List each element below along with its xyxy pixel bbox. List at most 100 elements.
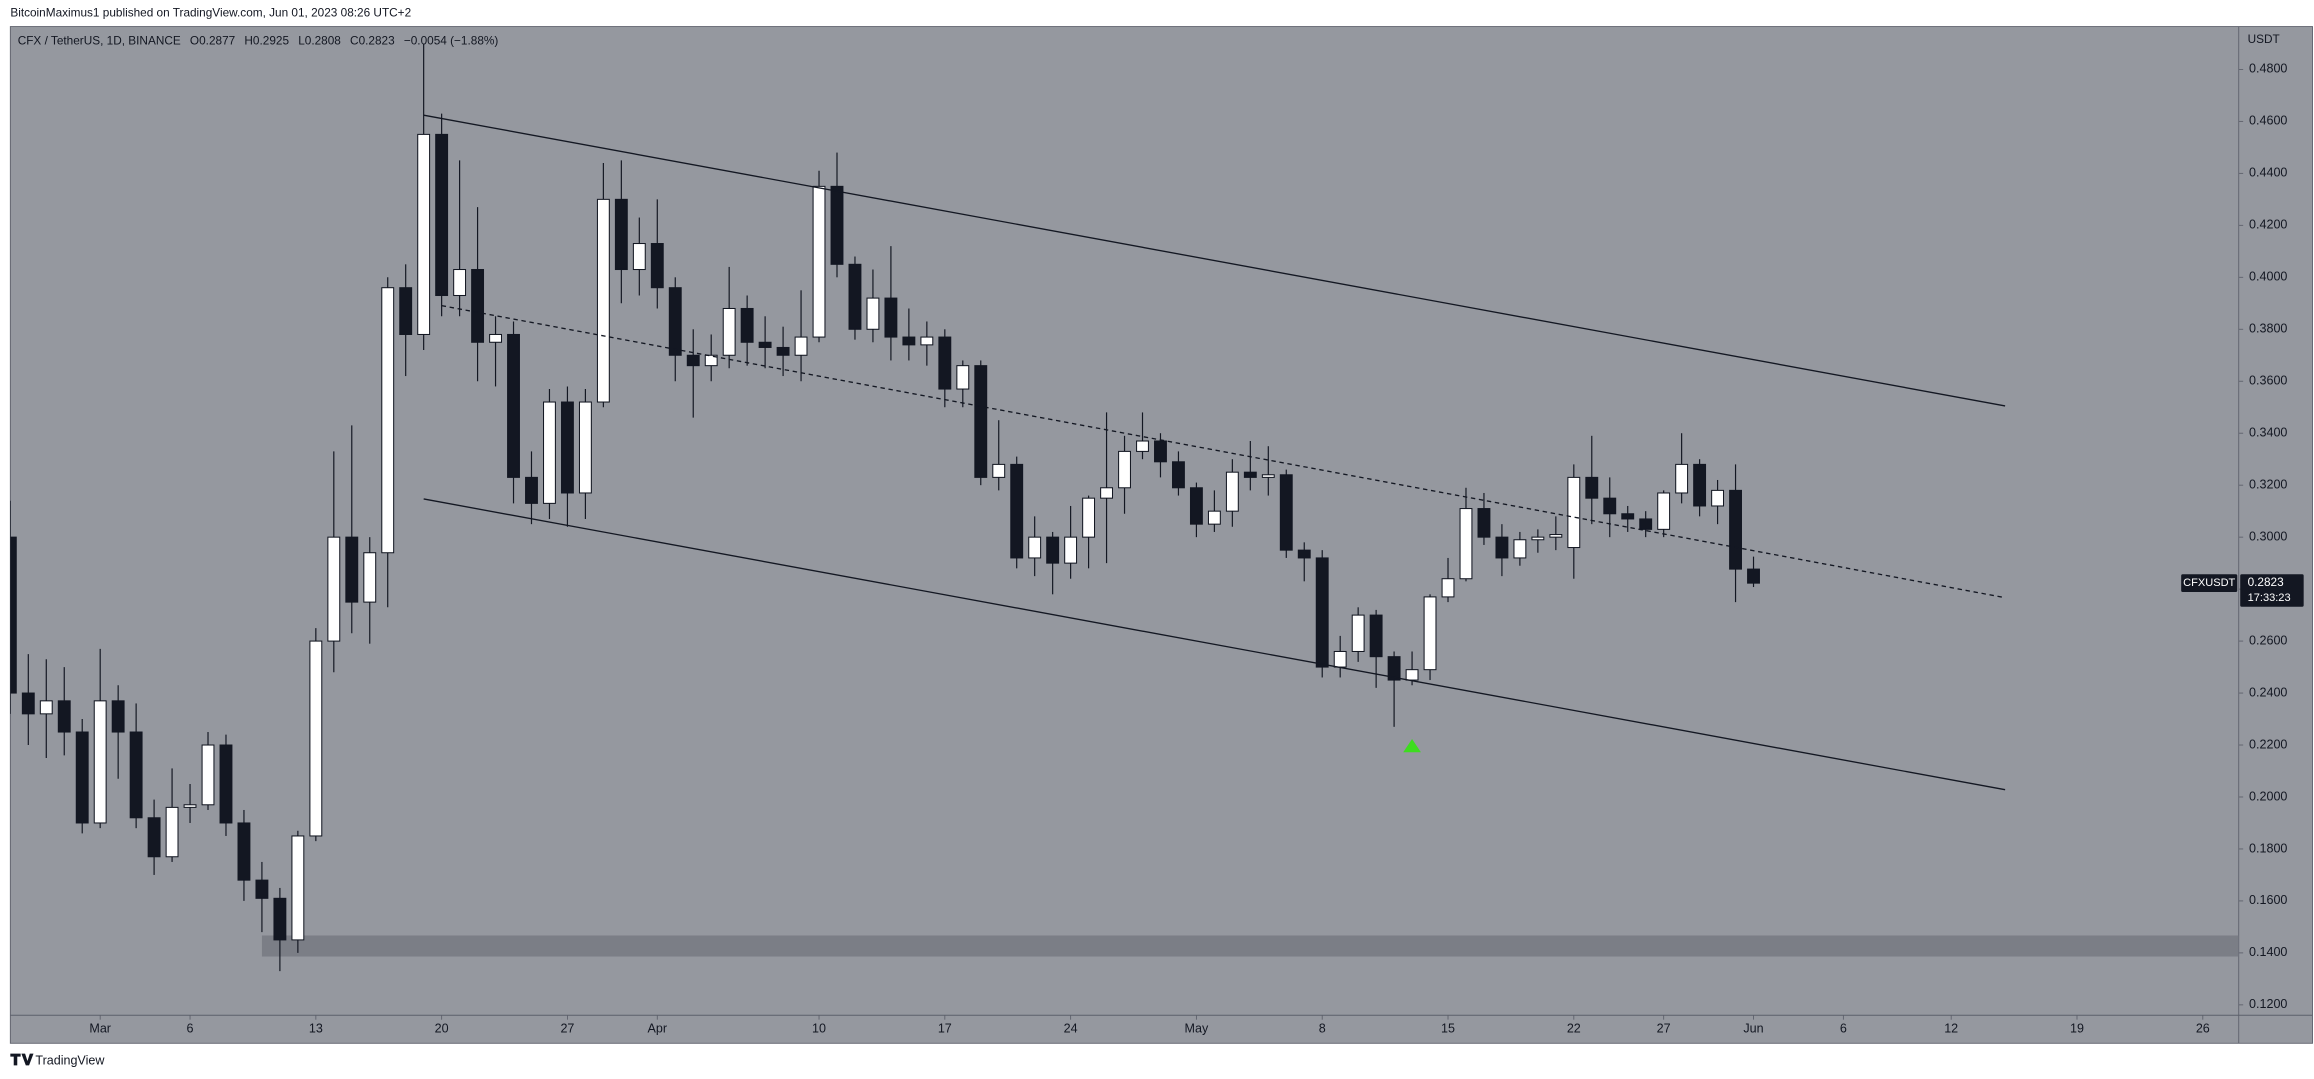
y-tick-label: 0.2600 (2249, 633, 2287, 647)
support-zone (261, 935, 2239, 957)
candle-body (345, 536, 359, 603)
candle-body (974, 365, 988, 478)
candle-body (1279, 474, 1293, 551)
trend-line (441, 304, 2006, 599)
candle-body (1567, 476, 1581, 549)
candle-body (812, 185, 826, 338)
candle-body (830, 185, 844, 265)
legend-header: CFX / TetherUS, 1D, BINANCE O0.2877 H0.2… (18, 33, 499, 47)
candle-body (453, 268, 467, 297)
x-tick-label: 26 (2196, 1022, 2210, 1036)
brand: TradingView (10, 1053, 105, 1067)
candle-body (93, 700, 107, 824)
x-tick-label: 10 (812, 1022, 826, 1036)
y-tick-label: 0.3400 (2249, 426, 2287, 440)
x-tick-label: 6 (187, 1022, 194, 1036)
symbol-title: CFX / TetherUS, 1D, BINANCE (18, 33, 181, 47)
candle-body (21, 692, 35, 715)
candle-body (327, 536, 341, 642)
y-tick-label: 0.1400 (2249, 945, 2287, 959)
x-tick-label: 24 (1064, 1022, 1078, 1036)
candle-body (1639, 518, 1653, 530)
candle-body (758, 341, 772, 348)
candle-body (1495, 536, 1509, 559)
candle-body (956, 365, 970, 390)
y-tick-label: 0.2400 (2249, 685, 2287, 699)
candle-body (1693, 463, 1707, 507)
candle-body (1136, 440, 1149, 452)
candle-body (507, 333, 520, 478)
candle-body (183, 804, 197, 808)
publisher-line: BitcoinMaximus1 published on TradingView… (10, 5, 411, 19)
x-tick-label: 17 (938, 1022, 952, 1036)
candle-body (740, 307, 754, 343)
x-tick-label: Mar (89, 1022, 111, 1036)
chart-panel (9, 26, 2313, 1044)
y-tick-label: 0.4800 (2249, 62, 2287, 76)
candle-body (1333, 650, 1347, 668)
price-badge (2240, 574, 2304, 607)
candle-body (1387, 656, 1401, 681)
x-tick-label: 22 (1567, 1022, 1581, 1036)
candle-body (381, 287, 395, 554)
y-tick-label: 0.4600 (2249, 114, 2287, 128)
candle-body (1585, 476, 1599, 499)
candle-body (1207, 510, 1221, 525)
y-tick-label: 0.1200 (2249, 997, 2287, 1011)
y-tick-label: 0.4200 (2249, 218, 2287, 232)
candle-body (866, 297, 880, 330)
high-value: 0.2925 (253, 33, 290, 47)
candle-body (1297, 549, 1311, 559)
candle-body (1010, 463, 1024, 559)
candle-body (1621, 513, 1635, 520)
currency-label: USDT (2248, 32, 2280, 46)
x-tick-label: 27 (560, 1022, 574, 1036)
candle-body (1441, 578, 1455, 598)
brand-logo (10, 1053, 34, 1066)
x-tick-label: 20 (435, 1022, 449, 1036)
candle-body (794, 336, 808, 356)
candle-body (1747, 568, 1760, 584)
x-tick-label: 13 (309, 1022, 323, 1036)
brand-name: TradingView (35, 1053, 105, 1067)
close-value: 0.2823 (359, 33, 396, 47)
candle-body (309, 640, 323, 837)
y-tick-label: 0.3800 (2249, 322, 2287, 336)
ohlc-label: L (298, 33, 305, 47)
candle-body (1064, 536, 1078, 564)
candle-body (920, 336, 934, 346)
y-tick-label: 0.4000 (2249, 270, 2287, 284)
countdown-label: 17:33:23 (2248, 592, 2291, 604)
candle-body (165, 806, 179, 858)
candle-body (938, 336, 952, 390)
x-tick-label: Apr (648, 1022, 668, 1036)
candle-body (1459, 508, 1473, 580)
candle-body (1513, 539, 1527, 559)
symbol-badge-label: CFXUSDT (2183, 577, 2235, 589)
candle-body (57, 700, 71, 733)
candle-body (1261, 474, 1275, 478)
candle-body (1100, 487, 1114, 499)
ohlc-label: H (244, 33, 253, 47)
candle-body (10, 536, 17, 694)
candle-body (471, 268, 485, 343)
candle-body (1046, 536, 1060, 564)
candle-body (75, 731, 89, 824)
candle-body (650, 243, 664, 289)
candle-body (129, 731, 143, 819)
candle-body (1729, 489, 1742, 570)
candle-body (1711, 489, 1725, 507)
candle-body (1028, 536, 1042, 559)
candle-body (776, 346, 790, 356)
ohlc-label: C (350, 33, 359, 47)
candle-body (399, 287, 413, 335)
low-value: 0.2808 (305, 33, 342, 47)
y-tick-label: 0.1800 (2249, 841, 2287, 855)
candle-body (1657, 492, 1671, 530)
trend-line (423, 114, 2006, 407)
candle-body (632, 243, 646, 271)
candle-body (1531, 536, 1545, 541)
candle-body (237, 822, 251, 881)
candle-body (111, 700, 125, 733)
x-tick-label: 6 (1840, 1022, 1847, 1036)
